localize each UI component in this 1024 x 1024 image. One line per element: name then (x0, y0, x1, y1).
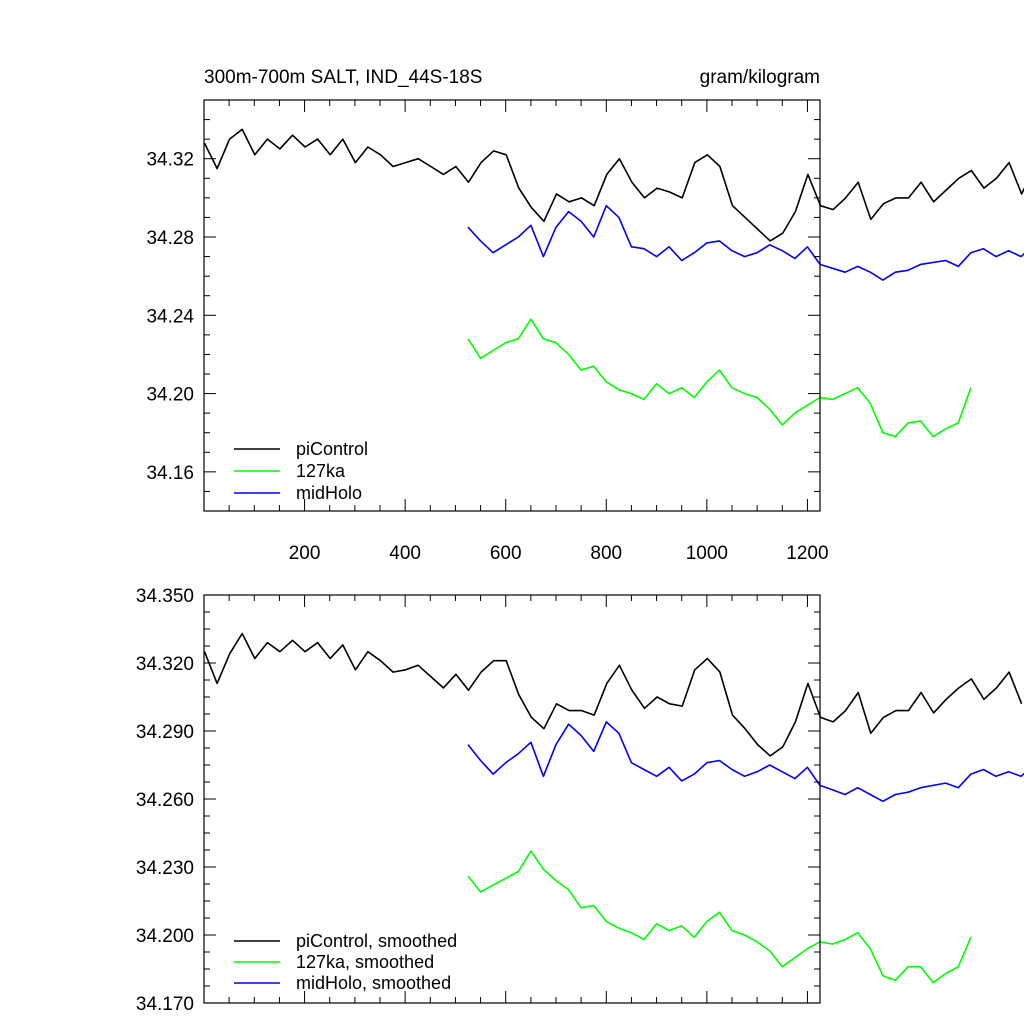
top-x-tick-label: 400 (389, 543, 421, 564)
top-y-tick-label: 34.32 (146, 150, 194, 171)
bottom-y-tick-label: 34.290 (136, 722, 194, 743)
top-x-tick-label: 600 (490, 543, 522, 564)
top-series-group (203, 128, 1024, 438)
bottom-series-127ka-smoothed (467, 850, 972, 984)
bottom-legend: piControl, smoothed 127ka, smoothed midH… (234, 931, 457, 993)
top-series-midholo (467, 204, 1024, 281)
legend-label-picontrol-smoothed: piControl, smoothed (296, 931, 457, 951)
bottom-series-midholo-smoothed (467, 721, 1024, 803)
chart-title: 300m-700m SALT, IND_44S-18S (204, 67, 482, 88)
top-x-tick-label: 200 (289, 543, 321, 564)
bottom-y-tick-label: 34.350 (136, 586, 194, 607)
bottom-panel: 34.170 34.200 34.230 34.260 34.290 34.320 34.3… (136, 586, 1024, 1015)
top-x-tick-label: 1200 (786, 543, 828, 564)
top-legend: piControl 127ka midHolo (234, 439, 368, 503)
top-series-127ka (467, 318, 972, 438)
bottom-series-picontrol-smoothed (203, 632, 1023, 757)
top-x-tick-label: 1000 (686, 543, 728, 564)
bottom-y-tick-label: 34.260 (136, 790, 194, 811)
legend-label-midholo: midHolo (296, 483, 362, 503)
top-x-tick-label: 800 (590, 543, 622, 564)
top-plot-frame (203, 99, 821, 512)
units-label: gram/kilogram (700, 67, 820, 88)
bottom-y-tick-label: 34.230 (136, 858, 194, 879)
bottom-y-tick-label: 34.170 (136, 994, 194, 1015)
bottom-plot-frame (203, 594, 821, 1004)
top-y-tick-label: 34.20 (146, 385, 194, 406)
bottom-y-tick-label: 34.320 (136, 654, 194, 675)
bottom-y-tick-label: 34.200 (136, 926, 194, 947)
bottom-ticks-group: 34.170 34.200 34.230 34.260 34.290 34.320 34.3… (136, 586, 820, 1015)
top-y-tick-label: 34.24 (146, 306, 194, 327)
legend-label-127ka-smoothed: 127ka, smoothed (296, 952, 434, 972)
bottom-series-group (203, 632, 1024, 984)
top-series-picontrol (203, 128, 1024, 242)
top-y-tick-label: 34.28 (146, 228, 194, 249)
top-panel: 300m-700m SALT, IND_44S-18S gram/kilogra… (146, 67, 1024, 564)
legend-label-midholo-smoothed: midHolo, smoothed (296, 973, 451, 993)
top-y-tick-label: 34.16 (146, 463, 194, 484)
legend-label-127ka: 127ka (296, 461, 346, 481)
legend-label-picontrol: piControl (296, 439, 368, 459)
top-ticks-group: 34.16 34.20 34.24 34.28 34.32 200 400 600 800 100… (146, 99, 829, 564)
